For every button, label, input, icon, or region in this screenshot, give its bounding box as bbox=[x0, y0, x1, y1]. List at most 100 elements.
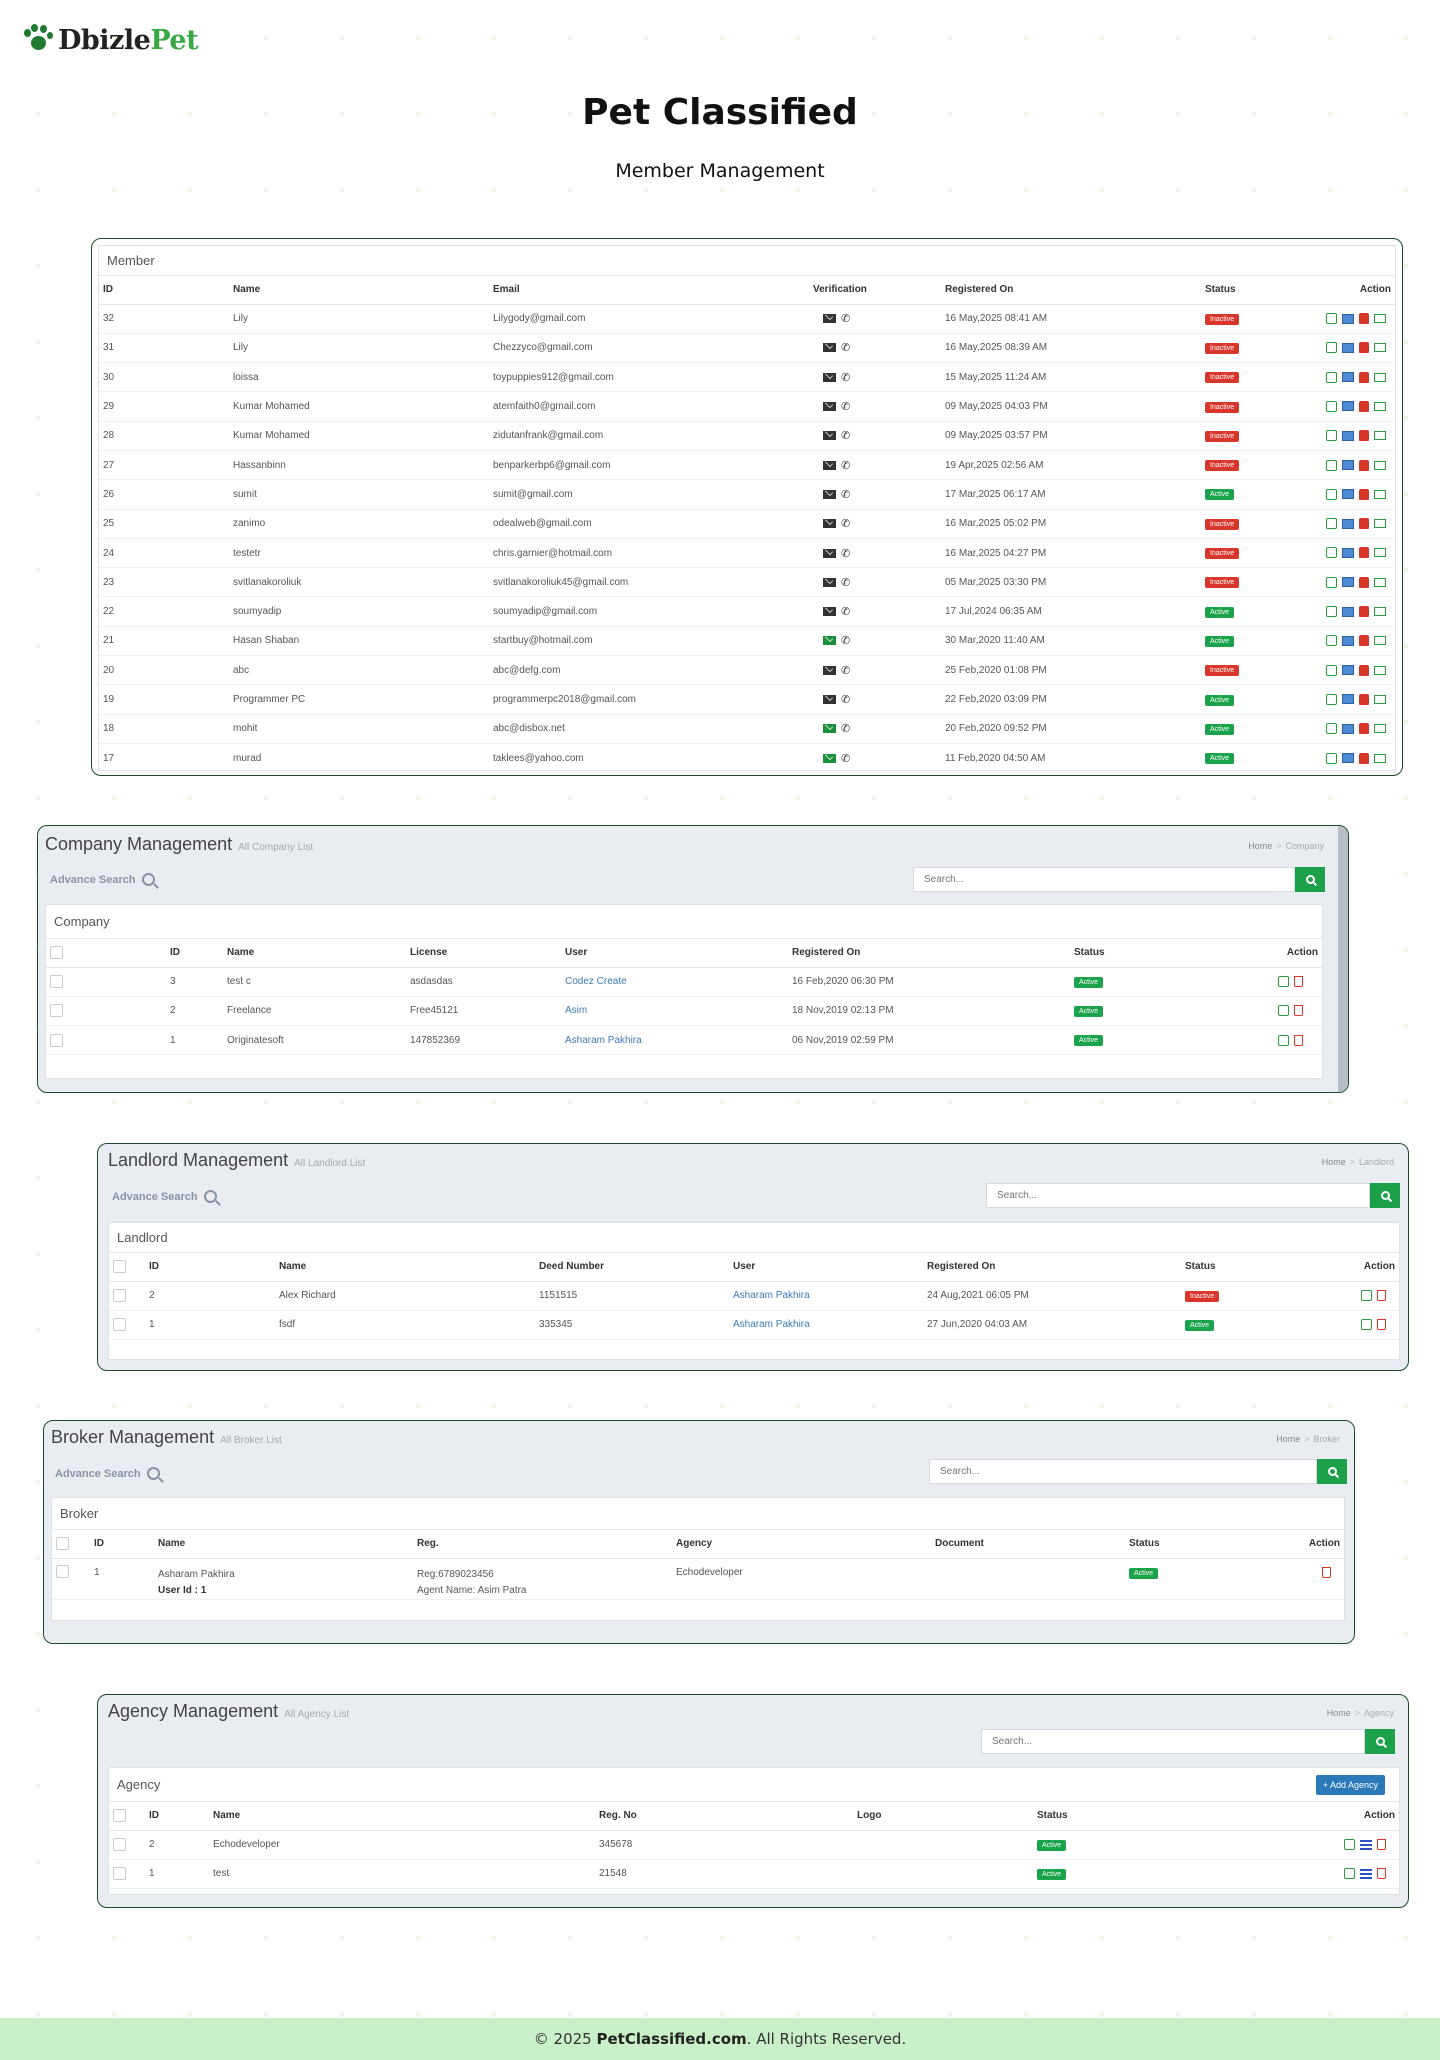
document-icon[interactable] bbox=[1342, 401, 1354, 412]
search-input[interactable] bbox=[913, 867, 1295, 892]
lock-icon[interactable] bbox=[1359, 459, 1369, 471]
envelope-icon[interactable] bbox=[1374, 343, 1386, 353]
envelope-icon[interactable] bbox=[1374, 694, 1386, 704]
edit-icon[interactable] bbox=[1326, 693, 1337, 705]
document-icon[interactable] bbox=[1342, 635, 1354, 646]
brand-logo[interactable]: DbizlePet bbox=[22, 20, 199, 60]
search-button[interactable] bbox=[1365, 1729, 1395, 1754]
row-checkbox[interactable] bbox=[113, 1318, 126, 1332]
search-input[interactable] bbox=[929, 1459, 1317, 1484]
lock-icon[interactable] bbox=[1359, 371, 1369, 383]
envelope-icon[interactable] bbox=[1374, 724, 1386, 734]
row-checkbox[interactable] bbox=[50, 1004, 63, 1018]
trash-icon[interactable] bbox=[1294, 976, 1303, 988]
edit-icon[interactable] bbox=[1326, 635, 1337, 647]
search-input[interactable] bbox=[986, 1183, 1370, 1208]
envelope-icon[interactable] bbox=[1374, 431, 1386, 441]
document-icon[interactable] bbox=[1342, 430, 1354, 441]
breadcrumb-home[interactable]: Home bbox=[1248, 841, 1273, 851]
edit-icon[interactable] bbox=[1326, 430, 1337, 442]
lock-icon[interactable] bbox=[1359, 635, 1369, 647]
lock-icon[interactable] bbox=[1359, 547, 1369, 559]
edit-icon[interactable] bbox=[1326, 371, 1337, 383]
document-icon[interactable] bbox=[1342, 694, 1354, 705]
advance-search-toggle[interactable]: Advance Search bbox=[50, 873, 155, 886]
edit-icon[interactable] bbox=[1326, 576, 1337, 588]
row-checkbox[interactable] bbox=[50, 1033, 63, 1047]
user-link[interactable]: Asharam Pakhira bbox=[733, 1319, 810, 1331]
user-link[interactable]: Asharam Pakhira bbox=[733, 1290, 810, 1302]
trash-icon[interactable] bbox=[1377, 1839, 1386, 1851]
document-icon[interactable] bbox=[1342, 665, 1354, 676]
trash-icon[interactable] bbox=[1377, 1868, 1386, 1880]
trash-icon[interactable] bbox=[1294, 1005, 1303, 1017]
document-icon[interactable] bbox=[1342, 723, 1354, 734]
edit-icon[interactable] bbox=[1326, 547, 1337, 559]
edit-icon[interactable] bbox=[1361, 1319, 1372, 1331]
envelope-icon[interactable] bbox=[1374, 607, 1386, 617]
search-button[interactable] bbox=[1370, 1183, 1400, 1208]
lock-icon[interactable] bbox=[1359, 342, 1369, 354]
list-icon[interactable] bbox=[1360, 1839, 1372, 1850]
edit-icon[interactable] bbox=[1326, 518, 1337, 530]
list-icon[interactable] bbox=[1360, 1868, 1372, 1879]
document-icon[interactable] bbox=[1342, 313, 1354, 324]
breadcrumb-home[interactable]: Home bbox=[1276, 1434, 1301, 1444]
edit-icon[interactable] bbox=[1344, 1839, 1355, 1851]
edit-icon[interactable] bbox=[1326, 606, 1337, 618]
footer-site-link[interactable]: PetClassified.com bbox=[596, 2030, 747, 2048]
edit-icon[interactable] bbox=[1326, 459, 1337, 471]
user-link[interactable]: Asim bbox=[565, 1005, 588, 1017]
select-all-checkbox[interactable] bbox=[56, 1537, 69, 1551]
lock-icon[interactable] bbox=[1359, 400, 1369, 412]
lock-icon[interactable] bbox=[1359, 723, 1369, 735]
lock-icon[interactable] bbox=[1359, 606, 1369, 618]
lock-icon[interactable] bbox=[1359, 518, 1369, 530]
lock-icon[interactable] bbox=[1359, 313, 1369, 325]
edit-icon[interactable] bbox=[1326, 752, 1337, 764]
document-icon[interactable] bbox=[1342, 753, 1354, 764]
row-checkbox[interactable] bbox=[50, 975, 63, 989]
document-icon[interactable] bbox=[1342, 577, 1354, 588]
edit-icon[interactable] bbox=[1278, 1005, 1289, 1017]
edit-icon[interactable] bbox=[1326, 664, 1337, 676]
envelope-icon[interactable] bbox=[1374, 577, 1386, 587]
envelope-icon[interactable] bbox=[1374, 636, 1386, 646]
trash-icon[interactable] bbox=[1377, 1319, 1386, 1331]
envelope-icon[interactable] bbox=[1374, 519, 1386, 529]
envelope-icon[interactable] bbox=[1374, 548, 1386, 558]
lock-icon[interactable] bbox=[1359, 693, 1369, 705]
search-button[interactable] bbox=[1317, 1459, 1347, 1484]
edit-icon[interactable] bbox=[1326, 488, 1337, 500]
edit-icon[interactable] bbox=[1278, 976, 1289, 988]
advance-search-toggle[interactable]: Advance Search bbox=[112, 1190, 217, 1203]
trash-icon[interactable] bbox=[1322, 1566, 1331, 1578]
document-icon[interactable] bbox=[1342, 518, 1354, 529]
document-icon[interactable] bbox=[1342, 547, 1354, 558]
edit-icon[interactable] bbox=[1344, 1868, 1355, 1880]
envelope-icon[interactable] bbox=[1374, 489, 1386, 499]
edit-icon[interactable] bbox=[1326, 313, 1337, 325]
user-link[interactable]: Asharam Pakhira bbox=[565, 1034, 642, 1046]
row-checkbox[interactable] bbox=[113, 1838, 126, 1852]
document-icon[interactable] bbox=[1342, 489, 1354, 500]
lock-icon[interactable] bbox=[1359, 430, 1369, 442]
envelope-icon[interactable] bbox=[1374, 314, 1386, 324]
envelope-icon[interactable] bbox=[1374, 460, 1386, 470]
document-icon[interactable] bbox=[1342, 342, 1354, 353]
search-button[interactable] bbox=[1295, 867, 1325, 892]
lock-icon[interactable] bbox=[1359, 752, 1369, 764]
add-agency-button[interactable]: + Add Agency bbox=[1315, 1775, 1385, 1795]
select-all-checkbox[interactable] bbox=[113, 1260, 126, 1274]
edit-icon[interactable] bbox=[1326, 342, 1337, 354]
envelope-icon[interactable] bbox=[1374, 665, 1386, 675]
select-all-checkbox[interactable] bbox=[50, 946, 63, 960]
lock-icon[interactable] bbox=[1359, 664, 1369, 676]
advance-search-toggle[interactable]: Advance Search bbox=[55, 1467, 160, 1480]
lock-icon[interactable] bbox=[1359, 576, 1369, 588]
trash-icon[interactable] bbox=[1377, 1290, 1386, 1302]
edit-icon[interactable] bbox=[1278, 1034, 1289, 1046]
row-checkbox[interactable] bbox=[113, 1289, 126, 1303]
lock-icon[interactable] bbox=[1359, 488, 1369, 500]
document-icon[interactable] bbox=[1342, 460, 1354, 471]
